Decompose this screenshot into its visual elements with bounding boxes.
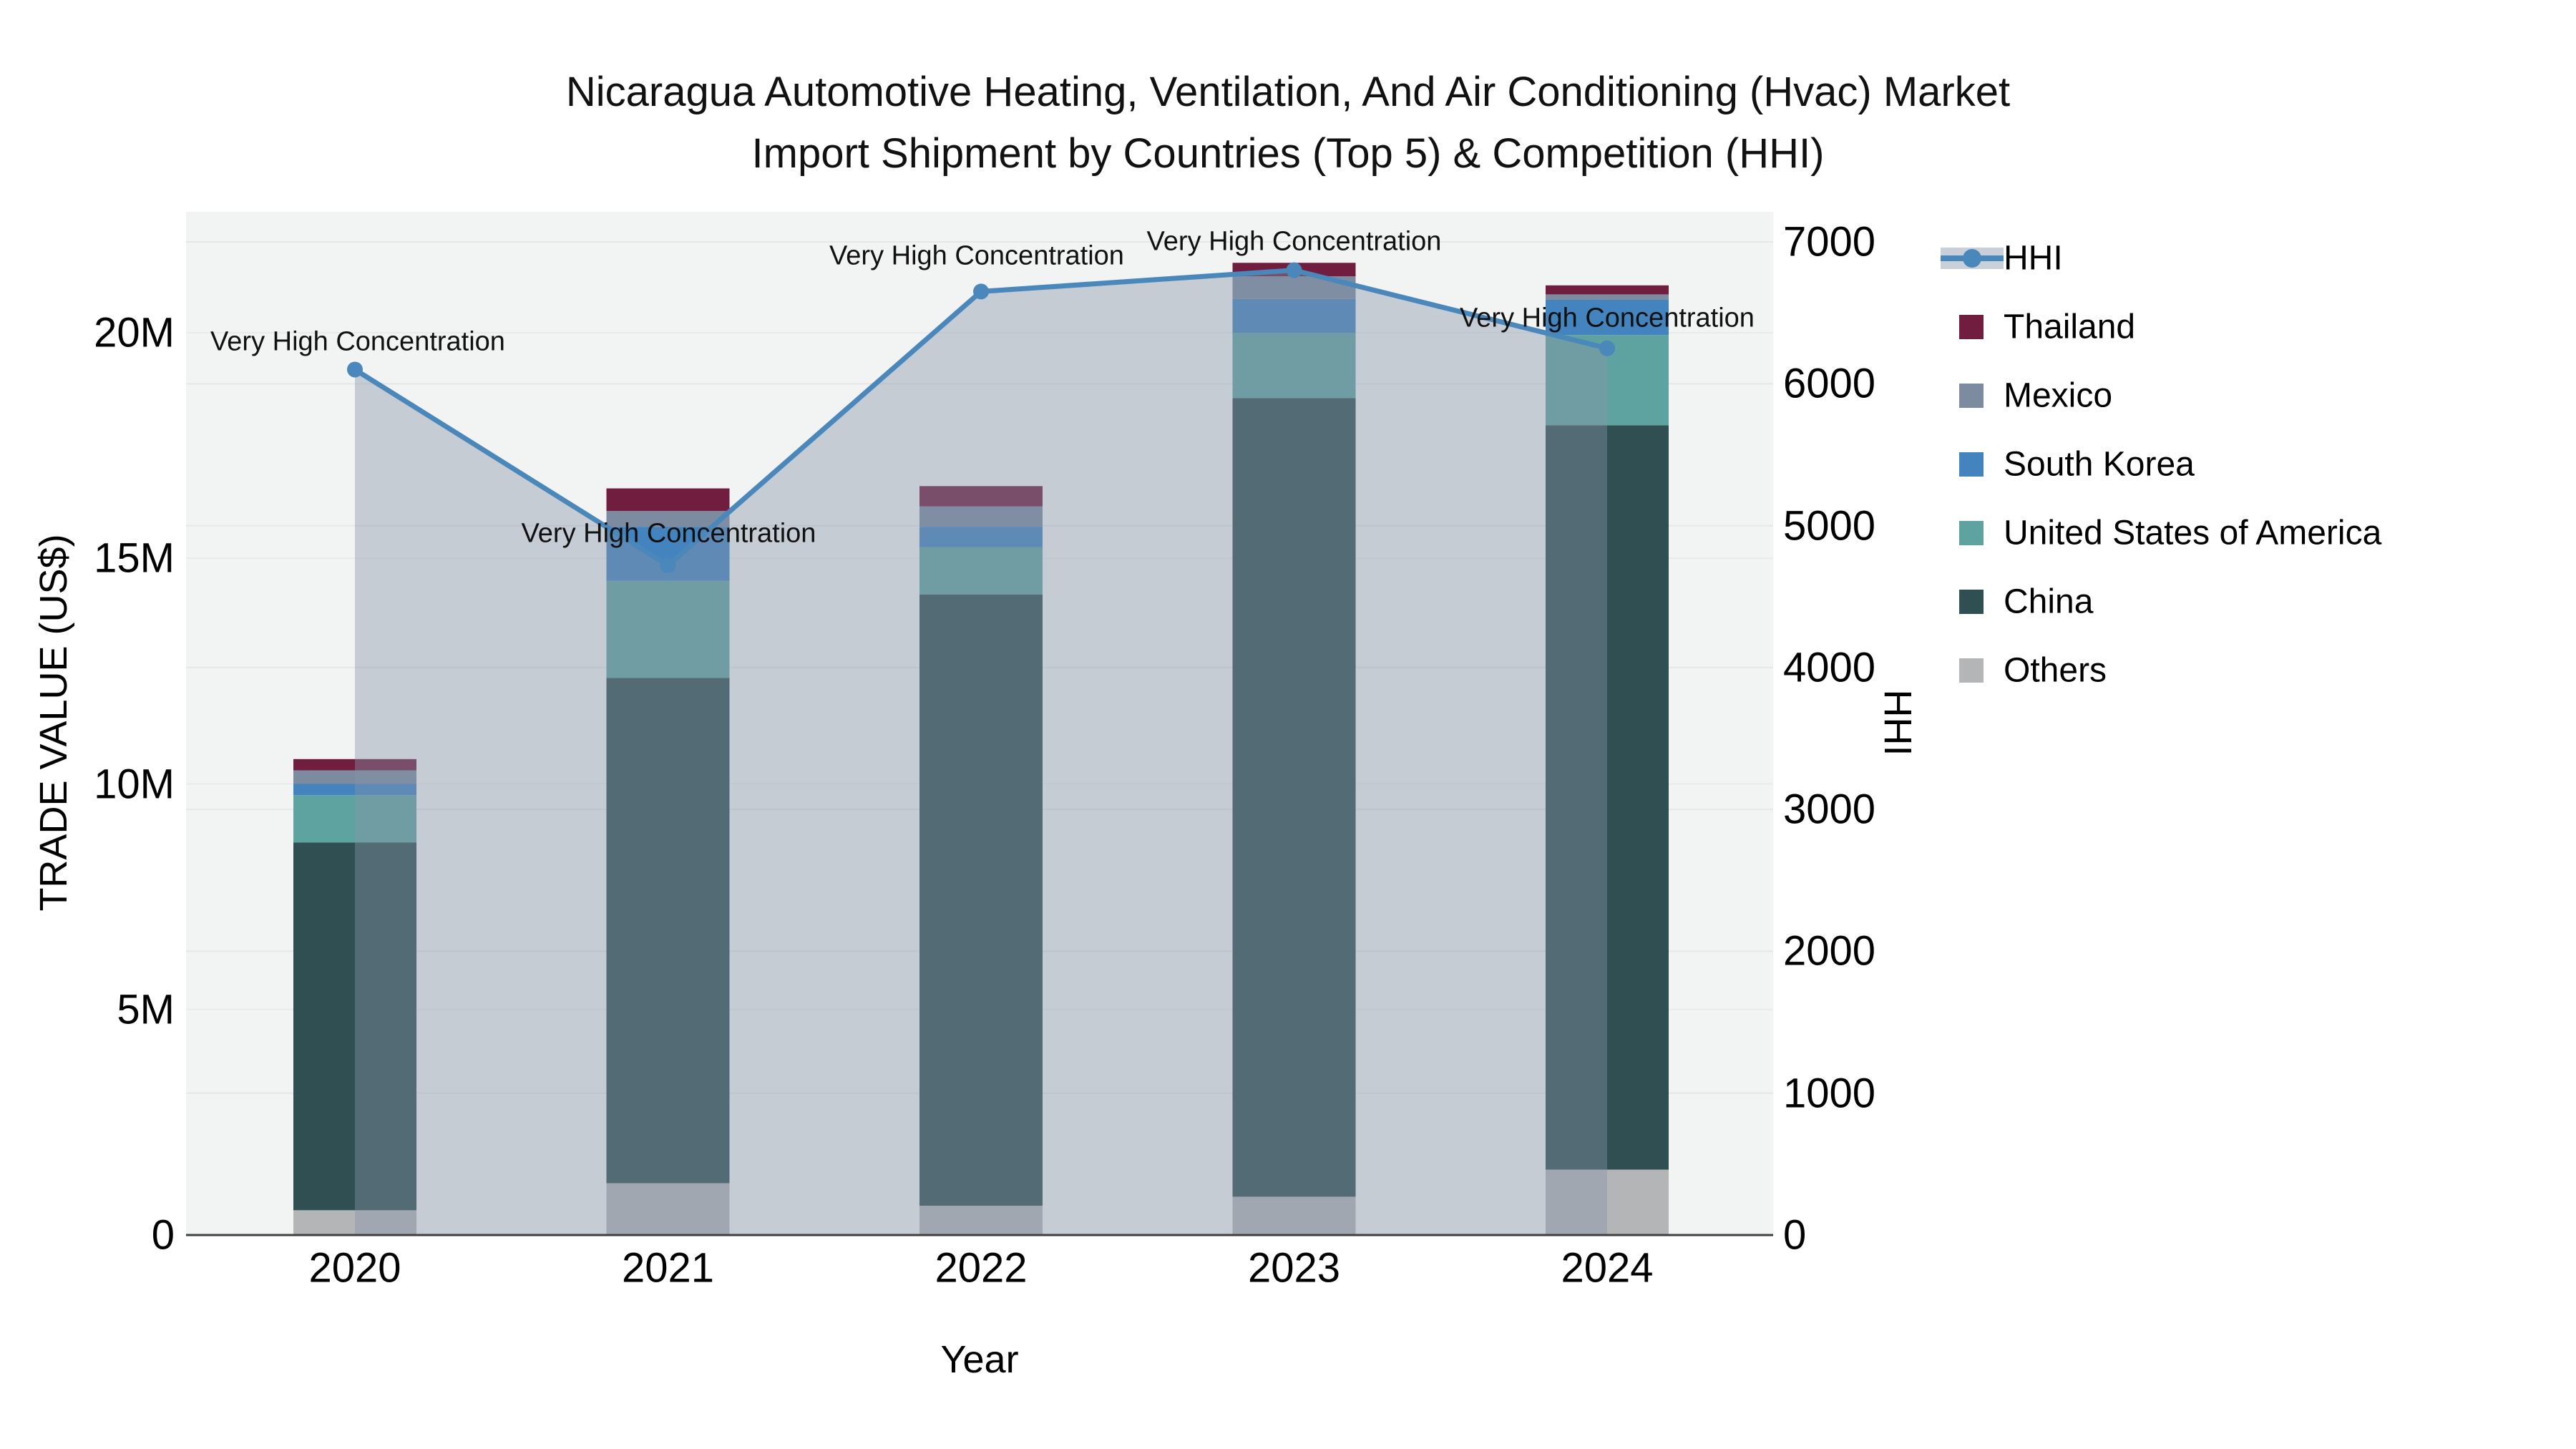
- x-axis-tick-2022: 2022: [935, 1244, 1028, 1292]
- y-axis-tick-left-5M: 5M: [117, 986, 175, 1033]
- bar-segment-2020-south-korea: [293, 784, 416, 796]
- legend-item-others[interactable]: Others: [1941, 648, 2570, 693]
- x-axis-tick-2020: 2020: [308, 1244, 401, 1292]
- hhi-marker-2021: [660, 557, 676, 574]
- legend-swatch-china: [1959, 590, 1984, 614]
- bar-segment-2022-mexico: [919, 506, 1043, 527]
- hhi-area-fill: [355, 270, 1607, 1236]
- bar-segment-2020-thailand: [293, 758, 416, 771]
- bar-segment-2020-mexico: [293, 770, 416, 784]
- bar-segment-2022-china: [919, 594, 1043, 1206]
- legend-swatch-mexico: [1959, 384, 1984, 408]
- bar-segment-2024-china: [1546, 425, 1669, 1170]
- x-axis-tick-2023: 2023: [1247, 1244, 1341, 1292]
- bar-segment-2024-mexico: [1546, 294, 1669, 300]
- chart-title-line1: Nicaragua Automotive Heating, Ventilatio…: [565, 69, 2011, 115]
- bar-segment-2023-china: [1232, 398, 1356, 1197]
- y-axis-tick-left-15M: 15M: [94, 535, 175, 582]
- y-axis-tick-right-1000: 1000: [1783, 1070, 1876, 1117]
- bar-segment-2023-united-states-of-america: [1232, 333, 1356, 399]
- legend-label: Others: [2004, 651, 2107, 690]
- x-axis-tick-2021: 2021: [621, 1244, 715, 1292]
- chart-title: Nicaragua Automotive Heating, Ventilatio…: [0, 62, 2576, 185]
- bar-segment-2022-thailand: [919, 486, 1043, 507]
- hhi-marker-swatch: [1963, 249, 1981, 268]
- legend-item-mexico[interactable]: Mexico: [1941, 373, 2570, 419]
- bar-segment-2021-thailand: [606, 488, 730, 512]
- annotation-2024: Very High Concentration: [1460, 303, 1755, 333]
- bar-segment-2024-south-korea: [1546, 299, 1669, 336]
- y-axis-tick-right-4000: 4000: [1783, 644, 1876, 691]
- legend-swatch-thailand: [1959, 315, 1984, 339]
- legend-item-china[interactable]: China: [1941, 579, 2570, 625]
- annotation-2021: Very High Concentration: [521, 518, 816, 549]
- legend-label: United States of America: [2004, 514, 2382, 552]
- annotation-2022: Very High Concentration: [829, 240, 1124, 271]
- bar-segment-2023-south-korea: [1232, 298, 1356, 333]
- annotation-2020: Very High Concentration: [210, 326, 505, 357]
- hhi-marker-2023: [1286, 262, 1302, 278]
- legend-item-thailand[interactable]: Thailand: [1941, 304, 2570, 350]
- bar-segment-2020-china: [293, 842, 416, 1211]
- hhi-marker-2022: [973, 283, 989, 300]
- y-axis-tick-right-6000: 6000: [1783, 360, 1876, 407]
- y-axis-title-right: HHI: [1876, 689, 1919, 756]
- bar-segment-2022-others: [919, 1206, 1043, 1235]
- x-axis-title: Year: [940, 1338, 1019, 1381]
- legend-swatch-united-states-of-america: [1959, 521, 1984, 545]
- bar-segment-2020-others: [293, 1210, 416, 1235]
- legend-swatch-others: [1959, 658, 1984, 683]
- bar-segment-2020-united-states-of-america: [293, 795, 416, 843]
- legend-item-hhi[interactable]: HHI: [1941, 235, 2570, 281]
- legend-label: Thailand: [2004, 308, 2136, 346]
- chart-title-line2: Import Shipment by Countries (Top 5) & C…: [751, 130, 1825, 177]
- x-axis-tick-2024: 2024: [1561, 1244, 1654, 1292]
- bar-segment-2021-mexico: [606, 511, 730, 527]
- hhi-marker-2024: [1599, 340, 1615, 356]
- bar-segment-2021-china: [606, 678, 730, 1184]
- y-axis-tick-left-0: 0: [151, 1211, 175, 1259]
- y-axis-tick-right-3000: 3000: [1783, 786, 1876, 833]
- hhi-marker-2020: [347, 361, 363, 378]
- legend-swatch-south-korea: [1959, 452, 1984, 477]
- annotation-2023: Very High Concentration: [1146, 226, 1442, 257]
- y-axis-tick-right-5000: 5000: [1783, 502, 1876, 550]
- bar-segment-2024-others: [1546, 1169, 1669, 1235]
- legend-label: China: [2004, 582, 2094, 621]
- legend: HHI Thailand Mexico South Korea United State…: [1941, 212, 2570, 756]
- y-axis-tick-right-0: 0: [1783, 1211, 1807, 1259]
- legend-label: South Korea: [2004, 445, 2195, 484]
- legend-label: HHI: [2004, 239, 2063, 278]
- bar-segment-2022-united-states-of-america: [919, 547, 1043, 595]
- bar-segment-2022-south-korea: [919, 527, 1043, 547]
- legend-item-united-states-of-america[interactable]: United States of America: [1941, 510, 2570, 556]
- y-axis-tick-left-20M: 20M: [94, 309, 175, 356]
- legend-item-south-korea[interactable]: South Korea: [1941, 441, 2570, 487]
- y-axis-tick-right-2000: 2000: [1783, 927, 1876, 975]
- bar-segment-2021-united-states-of-america: [606, 580, 730, 678]
- y-axis-tick-left-10M: 10M: [94, 761, 175, 807]
- y-axis-title-left: TRADE VALUE (US$): [32, 534, 75, 912]
- y-axis-tick-right-7000: 7000: [1783, 218, 1876, 265]
- bar-segment-2021-others: [606, 1183, 730, 1235]
- bar-segment-2023-others: [1232, 1196, 1356, 1235]
- bar-segment-2024-thailand: [1546, 285, 1669, 295]
- legend-label: Mexico: [2004, 376, 2113, 415]
